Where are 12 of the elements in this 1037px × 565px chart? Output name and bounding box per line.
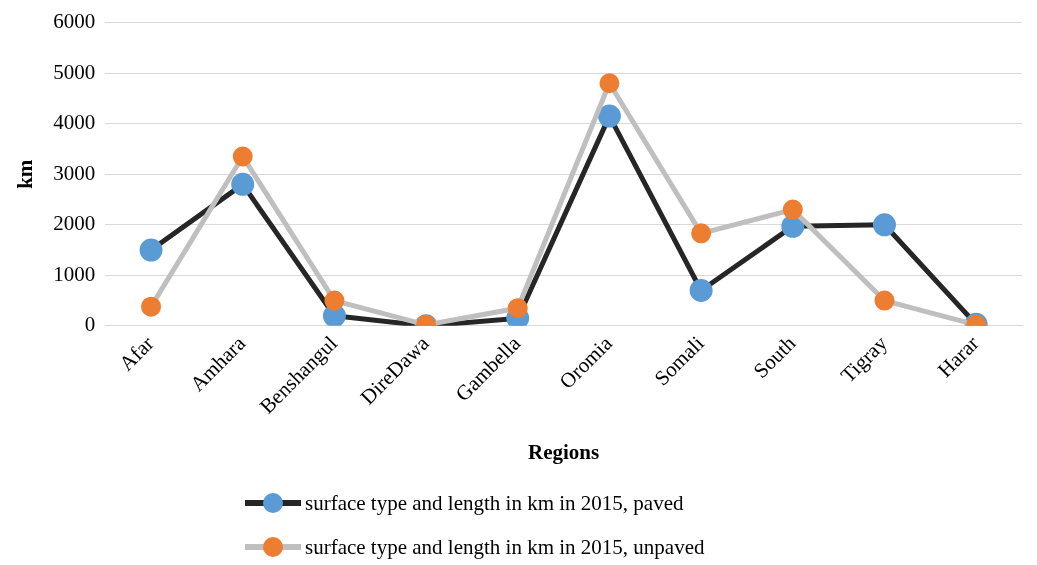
legend-label: surface type and length in km in 2015, unpaved <box>305 534 705 560</box>
y-tick-label: 4000 <box>53 110 96 135</box>
y-tick-label: 5000 <box>53 59 96 84</box>
legend-label: surface type and length in km in 2015, paved <box>305 490 684 516</box>
y-axis-title: km <box>13 159 38 189</box>
x-tick-label: Afar <box>114 331 159 376</box>
y-tick-label: 0 <box>84 312 96 337</box>
y-tick-label: 2000 <box>53 211 96 236</box>
y-tick-label: 6000 <box>53 9 96 34</box>
y-tick-label: 1000 <box>53 261 96 286</box>
x-axis-title: Regions <box>528 439 600 464</box>
y-tick-label: 3000 <box>53 160 96 185</box>
